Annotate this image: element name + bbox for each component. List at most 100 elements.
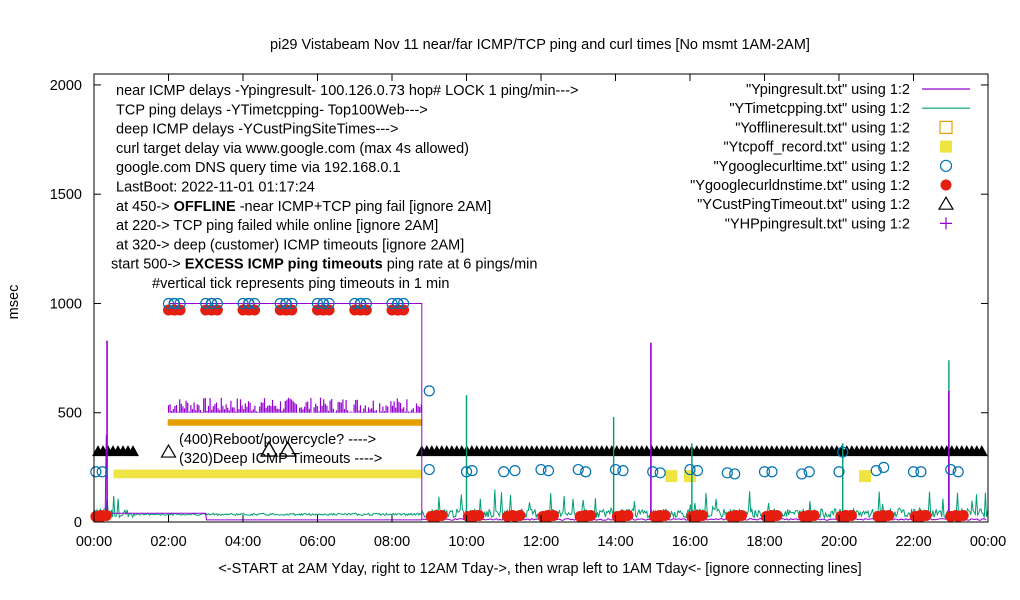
curl-point xyxy=(915,466,927,478)
annotation-line: start 500-> EXCESS ICMP ping timeouts pi… xyxy=(111,257,537,273)
annotation-span: ping rate at 6 pings/min xyxy=(383,257,538,273)
curl-point xyxy=(168,297,180,310)
plot-border xyxy=(93,73,989,523)
curl-point xyxy=(837,446,849,458)
curl-point xyxy=(952,466,964,478)
dns-point xyxy=(436,509,448,521)
curl-point xyxy=(286,297,298,310)
x-tick-label: 06:00 xyxy=(299,534,335,550)
annotation-block: (400)Reboot/powercycle? ----> (320)Deep I… xyxy=(111,83,579,467)
curl-point xyxy=(323,297,335,310)
curl-point xyxy=(237,297,249,310)
y-tick-label: 500 xyxy=(58,406,82,422)
annotation-line: #vertical tick represents ping timeouts … xyxy=(152,276,449,292)
annotation-span: EXCESS ICMP ping timeouts xyxy=(185,257,383,273)
curl-point xyxy=(870,465,882,477)
curl-point xyxy=(205,297,217,310)
annotation-span: -near ICMP+TCP ping fail [ignore 2AM] xyxy=(236,199,492,215)
legend-label: "Ygooglecurltime.txt" using 1:2 xyxy=(714,159,910,175)
x-tick-label: 04:00 xyxy=(225,534,261,550)
x-tick-label: 10:00 xyxy=(448,534,484,550)
tcpoff-point xyxy=(859,470,872,483)
curl-point xyxy=(162,297,175,310)
reboot-label: (400)Reboot/powercycle? ----> xyxy=(179,432,376,448)
curl-point xyxy=(654,467,666,479)
dns-point xyxy=(957,509,969,521)
annotation-span: at 450-> xyxy=(116,199,174,215)
curl-point xyxy=(248,297,261,310)
legend-label: "Yofflineresult.txt" using 1:2 xyxy=(735,120,910,136)
dns-point xyxy=(514,509,526,521)
curl-point xyxy=(354,297,366,310)
curl-point xyxy=(211,297,223,310)
annotation-line: near ICMP delays -Ypingresult- 100.126.0… xyxy=(116,83,579,99)
tcpoff-point xyxy=(665,470,678,483)
tcpoff-band xyxy=(113,469,422,479)
legend-label: "YCustPingTimeout.txt" using 1:2 xyxy=(697,197,910,213)
dns-point xyxy=(808,509,820,521)
annotation-span: OFFLINE xyxy=(174,199,236,215)
legend: "Ypingresult.txt" using 1:2 "YTimetcpping… xyxy=(690,82,970,232)
y-tick-label: 1000 xyxy=(50,296,82,312)
legend-label: "Ytcpoff_record.txt" using 1:2 xyxy=(723,140,910,156)
dns-point xyxy=(473,509,485,521)
offline-markers xyxy=(167,419,423,426)
curl-point xyxy=(535,463,547,476)
curl-point xyxy=(200,297,212,310)
y-tick-label: 2000 xyxy=(50,78,82,94)
annotation-line: TCP ping delays -YTimetcpping- Top100Web… xyxy=(116,102,428,118)
x-tick-label: 20:00 xyxy=(821,534,857,550)
curl-point xyxy=(766,466,778,478)
legend-swatch xyxy=(940,217,952,230)
dns-point xyxy=(622,509,634,521)
curl-point xyxy=(317,297,329,310)
x-tick-label: 00:00 xyxy=(76,534,112,550)
annotation-line: LastBoot: 2022-11-01 01:17:24 xyxy=(116,180,315,196)
y-axis-label: msec xyxy=(6,285,22,320)
curl-point xyxy=(542,465,555,477)
deep-timeout-label: (320)Deep ICMP Timeouts ----> xyxy=(179,451,382,467)
annotation-line: at 220-> TCP ping failed while online [i… xyxy=(116,218,438,234)
curl-point xyxy=(647,466,659,478)
curl-point xyxy=(349,297,361,310)
annotation-line: at 320-> deep (customer) ICMP timeouts [… xyxy=(116,237,464,253)
annotation-span: start 500-> xyxy=(111,257,185,273)
legend-swatch xyxy=(939,159,953,172)
x-tick-label: 18:00 xyxy=(746,534,782,550)
legend-swatch xyxy=(937,196,955,210)
curl-point xyxy=(729,468,741,480)
curl-point xyxy=(907,466,920,478)
cust-timeout-band-left xyxy=(92,445,139,457)
curl-point xyxy=(90,466,102,478)
cust-timeout-point xyxy=(160,443,177,458)
cust-timeout-point xyxy=(278,440,297,457)
dns-point xyxy=(659,509,671,521)
legend-swatch xyxy=(940,179,952,191)
cust-timeout-point xyxy=(259,440,279,457)
curl-point xyxy=(280,297,292,310)
curl-point xyxy=(609,463,622,476)
curl-point xyxy=(721,467,733,479)
curl-point xyxy=(174,297,186,310)
curl-point xyxy=(360,297,372,310)
dns-point xyxy=(100,509,112,521)
x-tick-label: 22:00 xyxy=(895,534,931,550)
curl-point xyxy=(460,466,473,478)
dns-point xyxy=(736,509,748,521)
x-tick-label: 02:00 xyxy=(150,534,186,550)
dns-point xyxy=(547,509,559,521)
annotation-line: google.com DNS query time via 192.168.0.… xyxy=(116,160,401,176)
legend-label: "Ygooglecurldnstime.txt" using 1:2 xyxy=(690,178,910,194)
legend-swatch xyxy=(939,120,953,135)
near-icmp-line xyxy=(94,302,423,521)
curl-point xyxy=(397,297,410,310)
curl-point xyxy=(466,465,478,477)
dns-point xyxy=(771,509,783,521)
legend-label: "YTimetcpping.txt" using 1:2 xyxy=(729,101,910,117)
curl-point xyxy=(684,463,696,476)
curl-point xyxy=(391,297,404,310)
legend-swatch xyxy=(940,140,952,153)
curl-point xyxy=(509,465,521,477)
annotation-line: at 450-> OFFLINE -near ICMP+TCP ping fai… xyxy=(116,199,491,215)
